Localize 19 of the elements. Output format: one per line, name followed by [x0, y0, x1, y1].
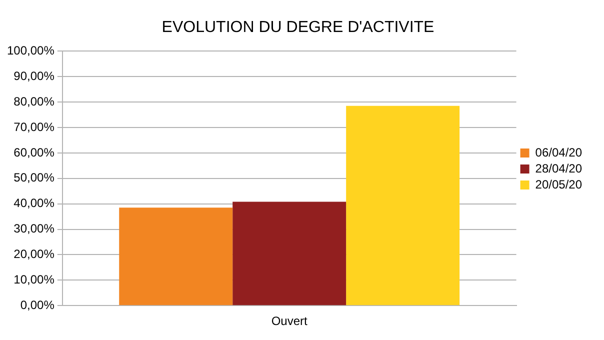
- y-tick-label: 40,00%: [14, 196, 55, 210]
- y-tick-label: 100,00%: [7, 44, 55, 58]
- y-tick-label: 0,00%: [20, 298, 55, 312]
- bar: [232, 202, 346, 306]
- y-tick-label: 10,00%: [14, 272, 55, 286]
- x-tick-label: Ouvert: [271, 314, 308, 328]
- y-tick-label: 70,00%: [14, 120, 55, 134]
- legend-label: 20/05/20: [535, 177, 582, 192]
- legend-label: 06/04/20: [535, 145, 582, 160]
- y-tick-label: 50,00%: [14, 170, 55, 185]
- chart-title: EVOLUTION DU DEGRE D'ACTIVITE: [162, 19, 434, 36]
- y-tick-label: 90,00%: [14, 68, 55, 83]
- legend-label: 28/04/20: [535, 161, 582, 176]
- y-tick-label: 30,00%: [14, 222, 55, 236]
- y-tick-label: 80,00%: [14, 94, 55, 108]
- y-tick-label: 20,00%: [14, 247, 55, 262]
- bar: [119, 208, 233, 306]
- y-tick-label: 60,00%: [14, 145, 55, 160]
- bar: [346, 106, 460, 306]
